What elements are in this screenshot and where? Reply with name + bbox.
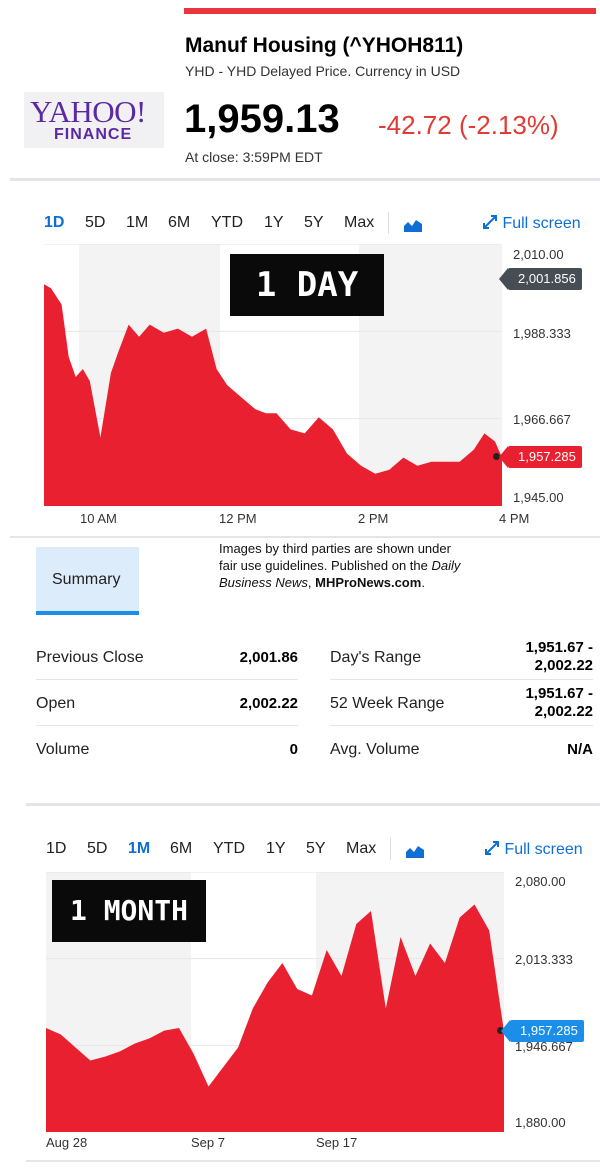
range-1d[interactable]: 1D xyxy=(44,214,65,231)
last-price-dot xyxy=(497,1027,504,1034)
toolbar-divider xyxy=(390,838,391,860)
range-selector-1m: 1D 5D 1M 6M YTD 1Y 5Y Max xyxy=(0,840,600,860)
fullscreen-button[interactable]: Full screen xyxy=(484,840,583,859)
tab-summary-label: Summary xyxy=(52,571,121,588)
stat-value: 0 xyxy=(289,741,298,758)
stat-label: Previous Close xyxy=(36,649,144,666)
price-area-series xyxy=(44,284,502,506)
y-tick-label: 1,988.333 xyxy=(513,326,571,341)
stat-label: Avg. Volume xyxy=(330,741,420,758)
stat-value: 1,951.67 -2,002.22 xyxy=(525,639,593,674)
stat-value: N/A xyxy=(567,741,593,758)
credit-line-1: Images by third parties are shown under xyxy=(219,541,451,556)
fair-use-credit: Images by third parties are shown under … xyxy=(219,540,519,591)
range-max[interactable]: Max xyxy=(346,840,377,857)
stat-value: 2,002.22 xyxy=(239,695,298,712)
y-tick-label: 2,010.00 xyxy=(513,247,564,262)
stat-label: Open xyxy=(36,695,76,712)
y-tick-label: 2,013.333 xyxy=(515,952,573,967)
stat-row-days-range: Day's Range 1,951.67 -2,002.22 xyxy=(330,634,593,680)
fullscreen-label: Full screen xyxy=(504,841,583,858)
one-day-stamp: 1 DAY xyxy=(230,254,384,316)
range-1y[interactable]: 1Y xyxy=(266,840,286,857)
y-tick-label: 1,945.00 xyxy=(513,490,564,505)
range-1m[interactable]: 1M xyxy=(126,214,149,231)
stat-label: Volume xyxy=(36,741,90,758)
fullscreen-button[interactable]: Full screen xyxy=(482,214,581,233)
range-1m[interactable]: 1M xyxy=(128,840,151,857)
stat-label: Day's Range xyxy=(330,649,422,666)
stat-value: 1,951.67 -2,002.22 xyxy=(525,685,593,720)
stat-label: 52 Week Range xyxy=(330,695,445,712)
y-tick-label: 1,966.667 xyxy=(513,412,571,427)
last-price-tag: 1,957.285 xyxy=(501,1020,584,1042)
x-tick-label: 2 PM xyxy=(358,511,389,526)
one-month-stamp: 1 MONTH xyxy=(52,880,206,942)
logo-yahoo-text: YAHOO! xyxy=(30,94,146,129)
range-ytd[interactable]: YTD xyxy=(213,840,245,857)
quote-price: 1,959.13 xyxy=(184,97,340,141)
range-6m[interactable]: 6M xyxy=(168,214,191,231)
fullscreen-label: Full screen xyxy=(502,215,581,232)
tab-summary[interactable]: Summary xyxy=(36,547,139,615)
credit-italic-daily: Daily xyxy=(431,558,461,573)
x-tick-label: 4 PM xyxy=(499,511,530,526)
logo-finance-text: FINANCE xyxy=(54,126,133,143)
toolbar-divider xyxy=(388,212,389,234)
range-5d[interactable]: 5D xyxy=(85,214,106,231)
range-6m[interactable]: 6M xyxy=(170,840,193,857)
x-tick-label: 10 AM xyxy=(80,511,117,526)
y-tick-label: 1,946.667 xyxy=(515,1039,573,1054)
expand-icon xyxy=(483,215,497,229)
x-tick-label: Sep 17 xyxy=(316,1135,358,1150)
area-chart-icon[interactable] xyxy=(404,218,422,232)
range-selector-1d: 1D 5D 1M 6M YTD 1Y 5Y Max xyxy=(0,214,600,234)
price-area-series xyxy=(46,904,504,1132)
range-5y[interactable]: 5Y xyxy=(306,840,326,857)
range-1d[interactable]: 1D xyxy=(46,840,67,857)
quote-change: -42.72 (-2.13%) xyxy=(378,110,559,140)
stat-row-open: Open 2,002.22 xyxy=(36,680,298,726)
yahoo-finance-logo[interactable]: YAHOO! FINANCE xyxy=(24,92,164,148)
range-ytd[interactable]: YTD xyxy=(211,214,243,231)
quote-title: Manuf Housing (^YHOH811) xyxy=(185,34,464,57)
x-tick-label: Sep 7 xyxy=(191,1135,225,1150)
previous-close-tag: 2,001.856 xyxy=(499,268,582,290)
divider xyxy=(10,178,600,181)
stat-row-previous-close: Previous Close 2,001.86 xyxy=(36,634,298,680)
top-accent-bar xyxy=(184,8,596,14)
credit-italic-business-news: Business News xyxy=(219,575,308,590)
stat-row-avg-volume: Avg. Volume N/A xyxy=(330,726,593,772)
area-chart-icon[interactable] xyxy=(406,844,424,858)
stat-row-volume: Volume 0 xyxy=(36,726,298,772)
at-close-time: At close: 3:59PM EDT xyxy=(185,149,323,165)
credit-line-2: fair use guidelines. Published on the xyxy=(219,558,432,573)
divider xyxy=(10,536,600,538)
last-price-dot xyxy=(493,453,500,460)
y-tick-label: 1,880.00 xyxy=(515,1115,566,1130)
last-price-tag: 1,957.285 xyxy=(499,446,582,468)
stat-row-52-week-range: 52 Week Range 1,951.67 -2,002.22 xyxy=(330,680,593,726)
range-5d[interactable]: 5D xyxy=(87,840,108,857)
range-max[interactable]: Max xyxy=(344,214,375,231)
x-tick-label: 12 PM xyxy=(219,511,257,526)
quote-subtitle: YHD - YHD Delayed Price. Currency in USD xyxy=(185,63,461,79)
divider xyxy=(26,803,600,806)
x-tick-label: Aug 28 xyxy=(46,1135,88,1150)
stat-value: 2,001.86 xyxy=(239,649,298,666)
divider xyxy=(26,1160,600,1162)
expand-icon xyxy=(485,841,499,855)
y-tick-label: 2,080.00 xyxy=(515,874,566,889)
range-1y[interactable]: 1Y xyxy=(264,214,284,231)
range-5y[interactable]: 5Y xyxy=(304,214,324,231)
credit-site-name: MHProNews.com xyxy=(315,575,422,590)
